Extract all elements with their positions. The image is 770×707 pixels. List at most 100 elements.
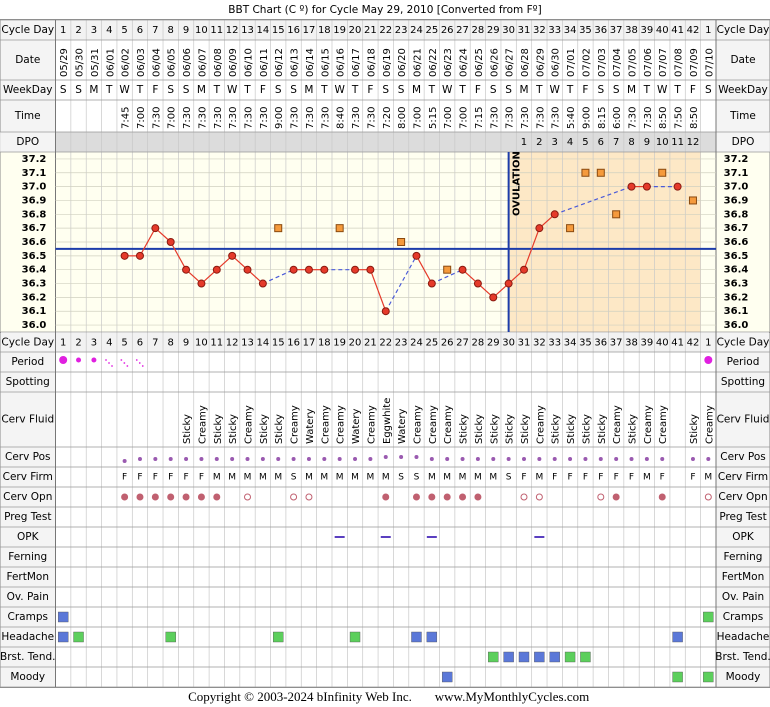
date: 06/10 [244, 48, 255, 77]
cycle-day: 31 [518, 25, 531, 36]
weekday: S [275, 84, 282, 96]
cerv-opn [244, 493, 252, 501]
cerv-firm: M [305, 473, 313, 483]
time: 7:00 [167, 107, 178, 129]
y-tick-label: 36.0 [22, 320, 47, 331]
cerv-opn [535, 493, 543, 501]
weekday: T [243, 84, 251, 96]
cerv-fluid: Creamy [443, 405, 454, 444]
weekday: T [320, 84, 328, 96]
cerv-pos [291, 457, 296, 461]
weekday: T [136, 84, 144, 96]
symptom [488, 651, 499, 663]
label-bg [0, 587, 56, 607]
time: 8:40 [336, 107, 347, 129]
label-bg [716, 132, 770, 152]
row-label: Ferning [8, 551, 47, 563]
date: 06/14 [305, 48, 316, 77]
temp-line [523, 227, 540, 270]
cycle-day: 41 [671, 25, 684, 36]
time: 5:15 [428, 107, 439, 129]
temp-point [135, 251, 144, 260]
cycle-day: 29 [487, 25, 500, 36]
cerv-fluid: Creamy [320, 405, 331, 444]
cerv-firm: F [153, 473, 158, 483]
row-label: Cerv Pos [720, 451, 766, 463]
cycle-day: 36 [594, 338, 607, 349]
cerv-pos [491, 457, 496, 461]
time: 7:15 [474, 107, 485, 129]
cerv-opn [520, 493, 528, 501]
weekday: W [119, 84, 130, 96]
cerv-fluid: Creamy [658, 405, 669, 444]
label-bg [0, 352, 56, 372]
cerv-firm: F [183, 473, 188, 483]
date: 07/06 [643, 48, 654, 77]
weekday: W [442, 84, 453, 96]
cerv-firm: S [506, 473, 512, 483]
cerv-firm: F [122, 473, 127, 483]
cycle-day: 10 [195, 25, 208, 36]
cerv-pos [322, 457, 327, 461]
cerv-opn [428, 493, 436, 501]
row-label: Cerv Opn [718, 491, 767, 503]
time: 8:15 [597, 107, 608, 129]
cerv-pos [399, 455, 404, 459]
cerv-fluid: Sticky [228, 414, 239, 444]
cycle-day: 27 [456, 338, 469, 349]
cerv-firm: F [690, 473, 695, 483]
cycle-day: 32 [533, 25, 546, 36]
cycle-day: 8 [168, 338, 174, 349]
cycle-day: 11 [210, 338, 223, 349]
row-label: Cycle Day [717, 24, 770, 36]
cycle-day: 3 [91, 25, 97, 36]
weekday: W [657, 84, 668, 96]
weekday: S [183, 84, 190, 96]
cycle-day: 14 [256, 338, 269, 349]
symptom [73, 631, 84, 643]
cerv-firm: M [274, 473, 282, 483]
cerv-pos [629, 457, 634, 461]
excluded-temp [566, 224, 575, 233]
temp-point [366, 265, 375, 274]
time: 7:30 [551, 107, 562, 129]
temp-line [170, 241, 187, 270]
excluded-temp [274, 224, 283, 233]
date: 06/08 [213, 48, 224, 77]
date: 06/24 [459, 48, 470, 77]
temp-point [351, 265, 360, 274]
cycle-day: 1 [60, 338, 66, 349]
weekday: S [167, 84, 174, 96]
cerv-opn [213, 493, 221, 501]
label-bg [716, 567, 770, 587]
cycle-day: 27 [456, 25, 469, 36]
cerv-fluid: Sticky [274, 414, 285, 444]
time: 7:30 [366, 107, 377, 129]
cerv-pos [537, 457, 542, 461]
row-label: Date [730, 54, 755, 66]
cerv-fluid: Sticky [259, 414, 270, 444]
row-label: Time [14, 110, 41, 122]
y-tick-label: 37.0 [724, 182, 749, 193]
date: 06/20 [397, 48, 408, 77]
weekday: T [458, 84, 466, 96]
cerv-firm: M [382, 473, 390, 483]
cerv-fluid: Creamy [290, 405, 301, 444]
dpo: 8 [628, 137, 634, 148]
cycle-day: 17 [303, 25, 316, 36]
cerv-firm: F [614, 473, 619, 483]
cerv-pos [660, 457, 665, 461]
temp-line [139, 227, 156, 257]
symptom [549, 651, 560, 663]
cycle-day: 13 [241, 25, 254, 36]
y-tick-label: 36.1 [724, 306, 749, 317]
time: 7:30 [259, 107, 270, 129]
frame [0, 19, 770, 688]
weekday: S [75, 84, 82, 96]
time: 7:00 [459, 107, 470, 129]
temp-point [519, 265, 528, 274]
cerv-firm: F [583, 473, 588, 483]
dpo: 4 [567, 137, 573, 148]
cerv-firm: F [168, 473, 173, 483]
